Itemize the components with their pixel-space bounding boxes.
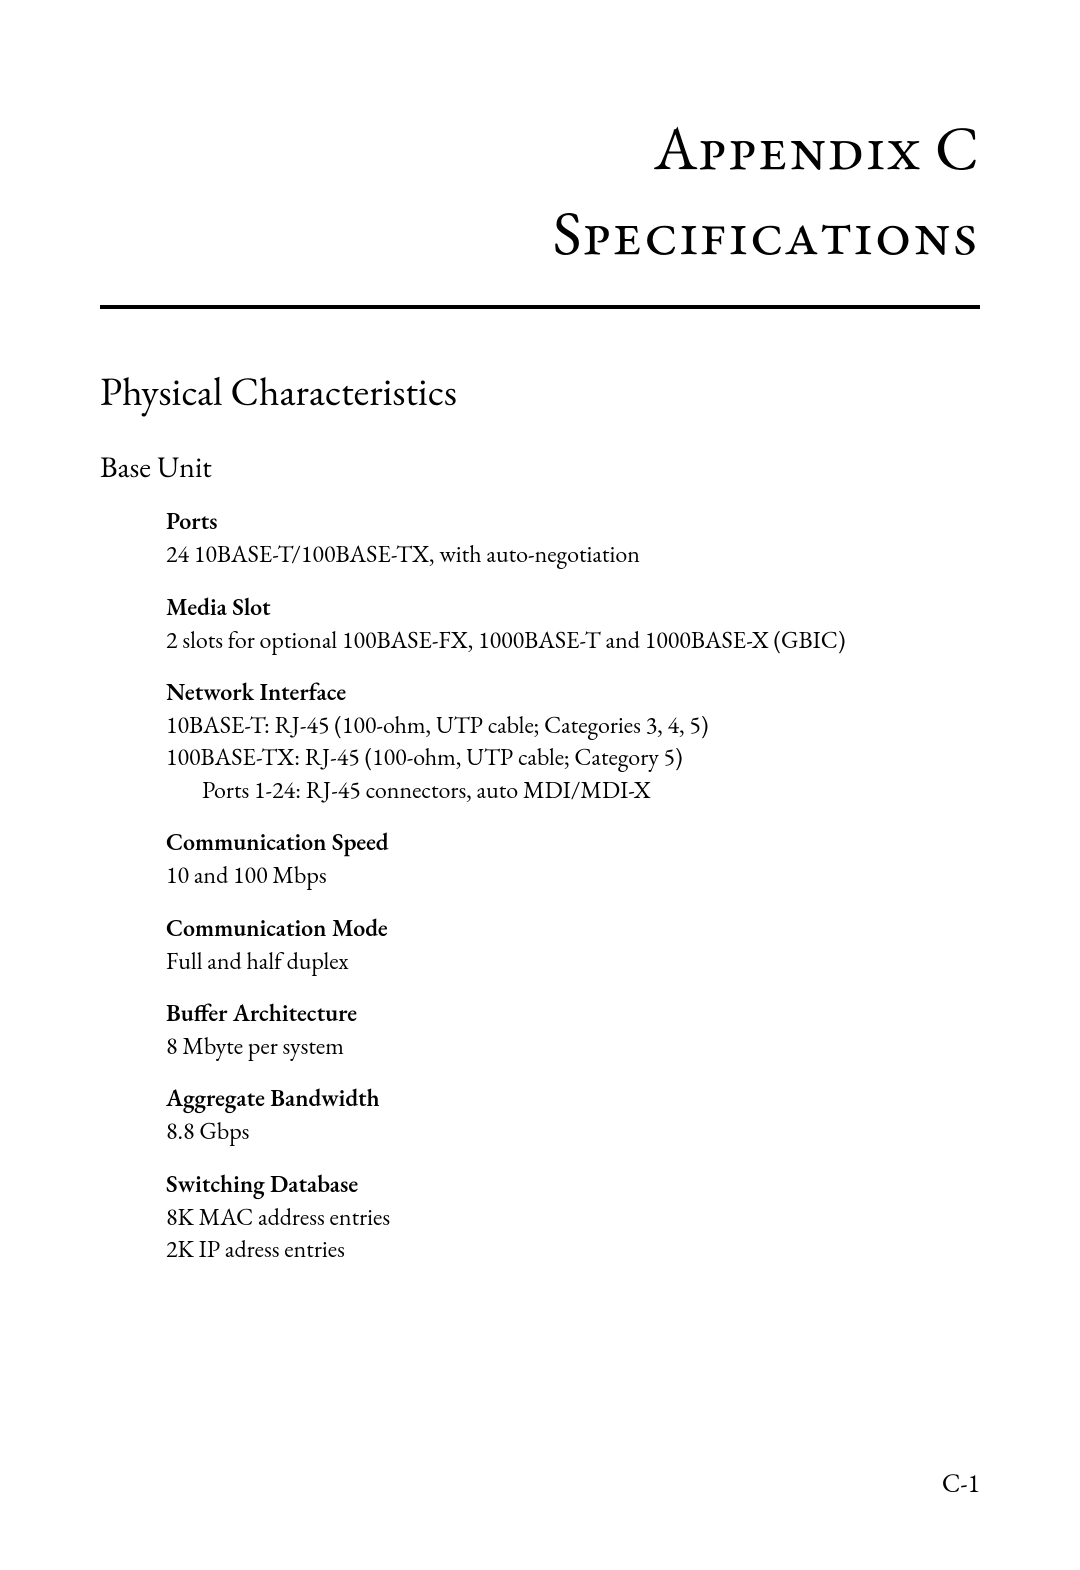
spec-value: 2 slots for optional 100BASE-FX, 1000BAS… bbox=[166, 625, 980, 657]
spec-item-buffer-arch: Buffer Architecture 8 Mbyte per system bbox=[166, 998, 980, 1063]
spec-item-aggregate-bandwidth: Aggregate Bandwidth 8.8 Gbps bbox=[166, 1083, 980, 1148]
spec-value: 8 Mbyte per system bbox=[166, 1031, 980, 1063]
page-number: C-1 bbox=[942, 1466, 980, 1500]
spec-item-switching-db: Switching Database 8K MAC address entrie… bbox=[166, 1169, 980, 1267]
spec-item-comm-mode: Communication Mode Full and half duplex bbox=[166, 913, 980, 978]
spec-label: Aggregate Bandwidth bbox=[166, 1083, 980, 1114]
spec-label: Media Slot bbox=[166, 592, 980, 623]
page-header: Appendix C Specifications bbox=[100, 110, 980, 275]
spec-label: Ports bbox=[166, 506, 980, 537]
spec-value: 8K MAC address entries bbox=[166, 1202, 980, 1234]
spec-label: Switching Database bbox=[166, 1169, 980, 1200]
spec-value: 2K IP adress entries bbox=[166, 1234, 980, 1266]
appendix-label: Appendix C bbox=[100, 110, 980, 188]
subsection-heading: Base Unit bbox=[100, 447, 980, 486]
spec-label: Buffer Architecture bbox=[166, 998, 980, 1029]
spec-value: Full and half duplex bbox=[166, 946, 980, 978]
appendix-title: Specifications bbox=[100, 192, 980, 276]
spec-value: Ports 1-24: RJ-45 connectors, auto MDI/M… bbox=[202, 775, 980, 807]
spec-value: 100BASE-TX: RJ-45 (100-ohm, UTP cable; C… bbox=[166, 742, 980, 774]
horizontal-rule bbox=[100, 305, 980, 309]
spec-value: 10 and 100 Mbps bbox=[166, 860, 980, 892]
spec-label: Communication Speed bbox=[166, 827, 980, 858]
spec-item-network-interface: Network Interface 10BASE-T: RJ-45 (100-o… bbox=[166, 677, 980, 807]
section-heading: Physical Characteristics bbox=[100, 365, 980, 417]
spec-label: Network Interface bbox=[166, 677, 980, 708]
spec-label: Communication Mode bbox=[166, 913, 980, 944]
spec-list: Ports 24 10BASE-T/100BASE-TX, with auto-… bbox=[166, 506, 980, 1266]
spec-item-media-slot: Media Slot 2 slots for optional 100BASE-… bbox=[166, 592, 980, 657]
spec-item-comm-speed: Communication Speed 10 and 100 Mbps bbox=[166, 827, 980, 892]
spec-value: 8.8 Gbps bbox=[166, 1116, 980, 1148]
document-page: Appendix C Specifications Physical Chara… bbox=[0, 0, 1080, 1570]
spec-value: 10BASE-T: RJ-45 (100-ohm, UTP cable; Cat… bbox=[166, 710, 980, 742]
spec-value: 24 10BASE-T/100BASE-TX, with auto-negoti… bbox=[166, 539, 980, 571]
spec-item-ports: Ports 24 10BASE-T/100BASE-TX, with auto-… bbox=[166, 506, 980, 571]
